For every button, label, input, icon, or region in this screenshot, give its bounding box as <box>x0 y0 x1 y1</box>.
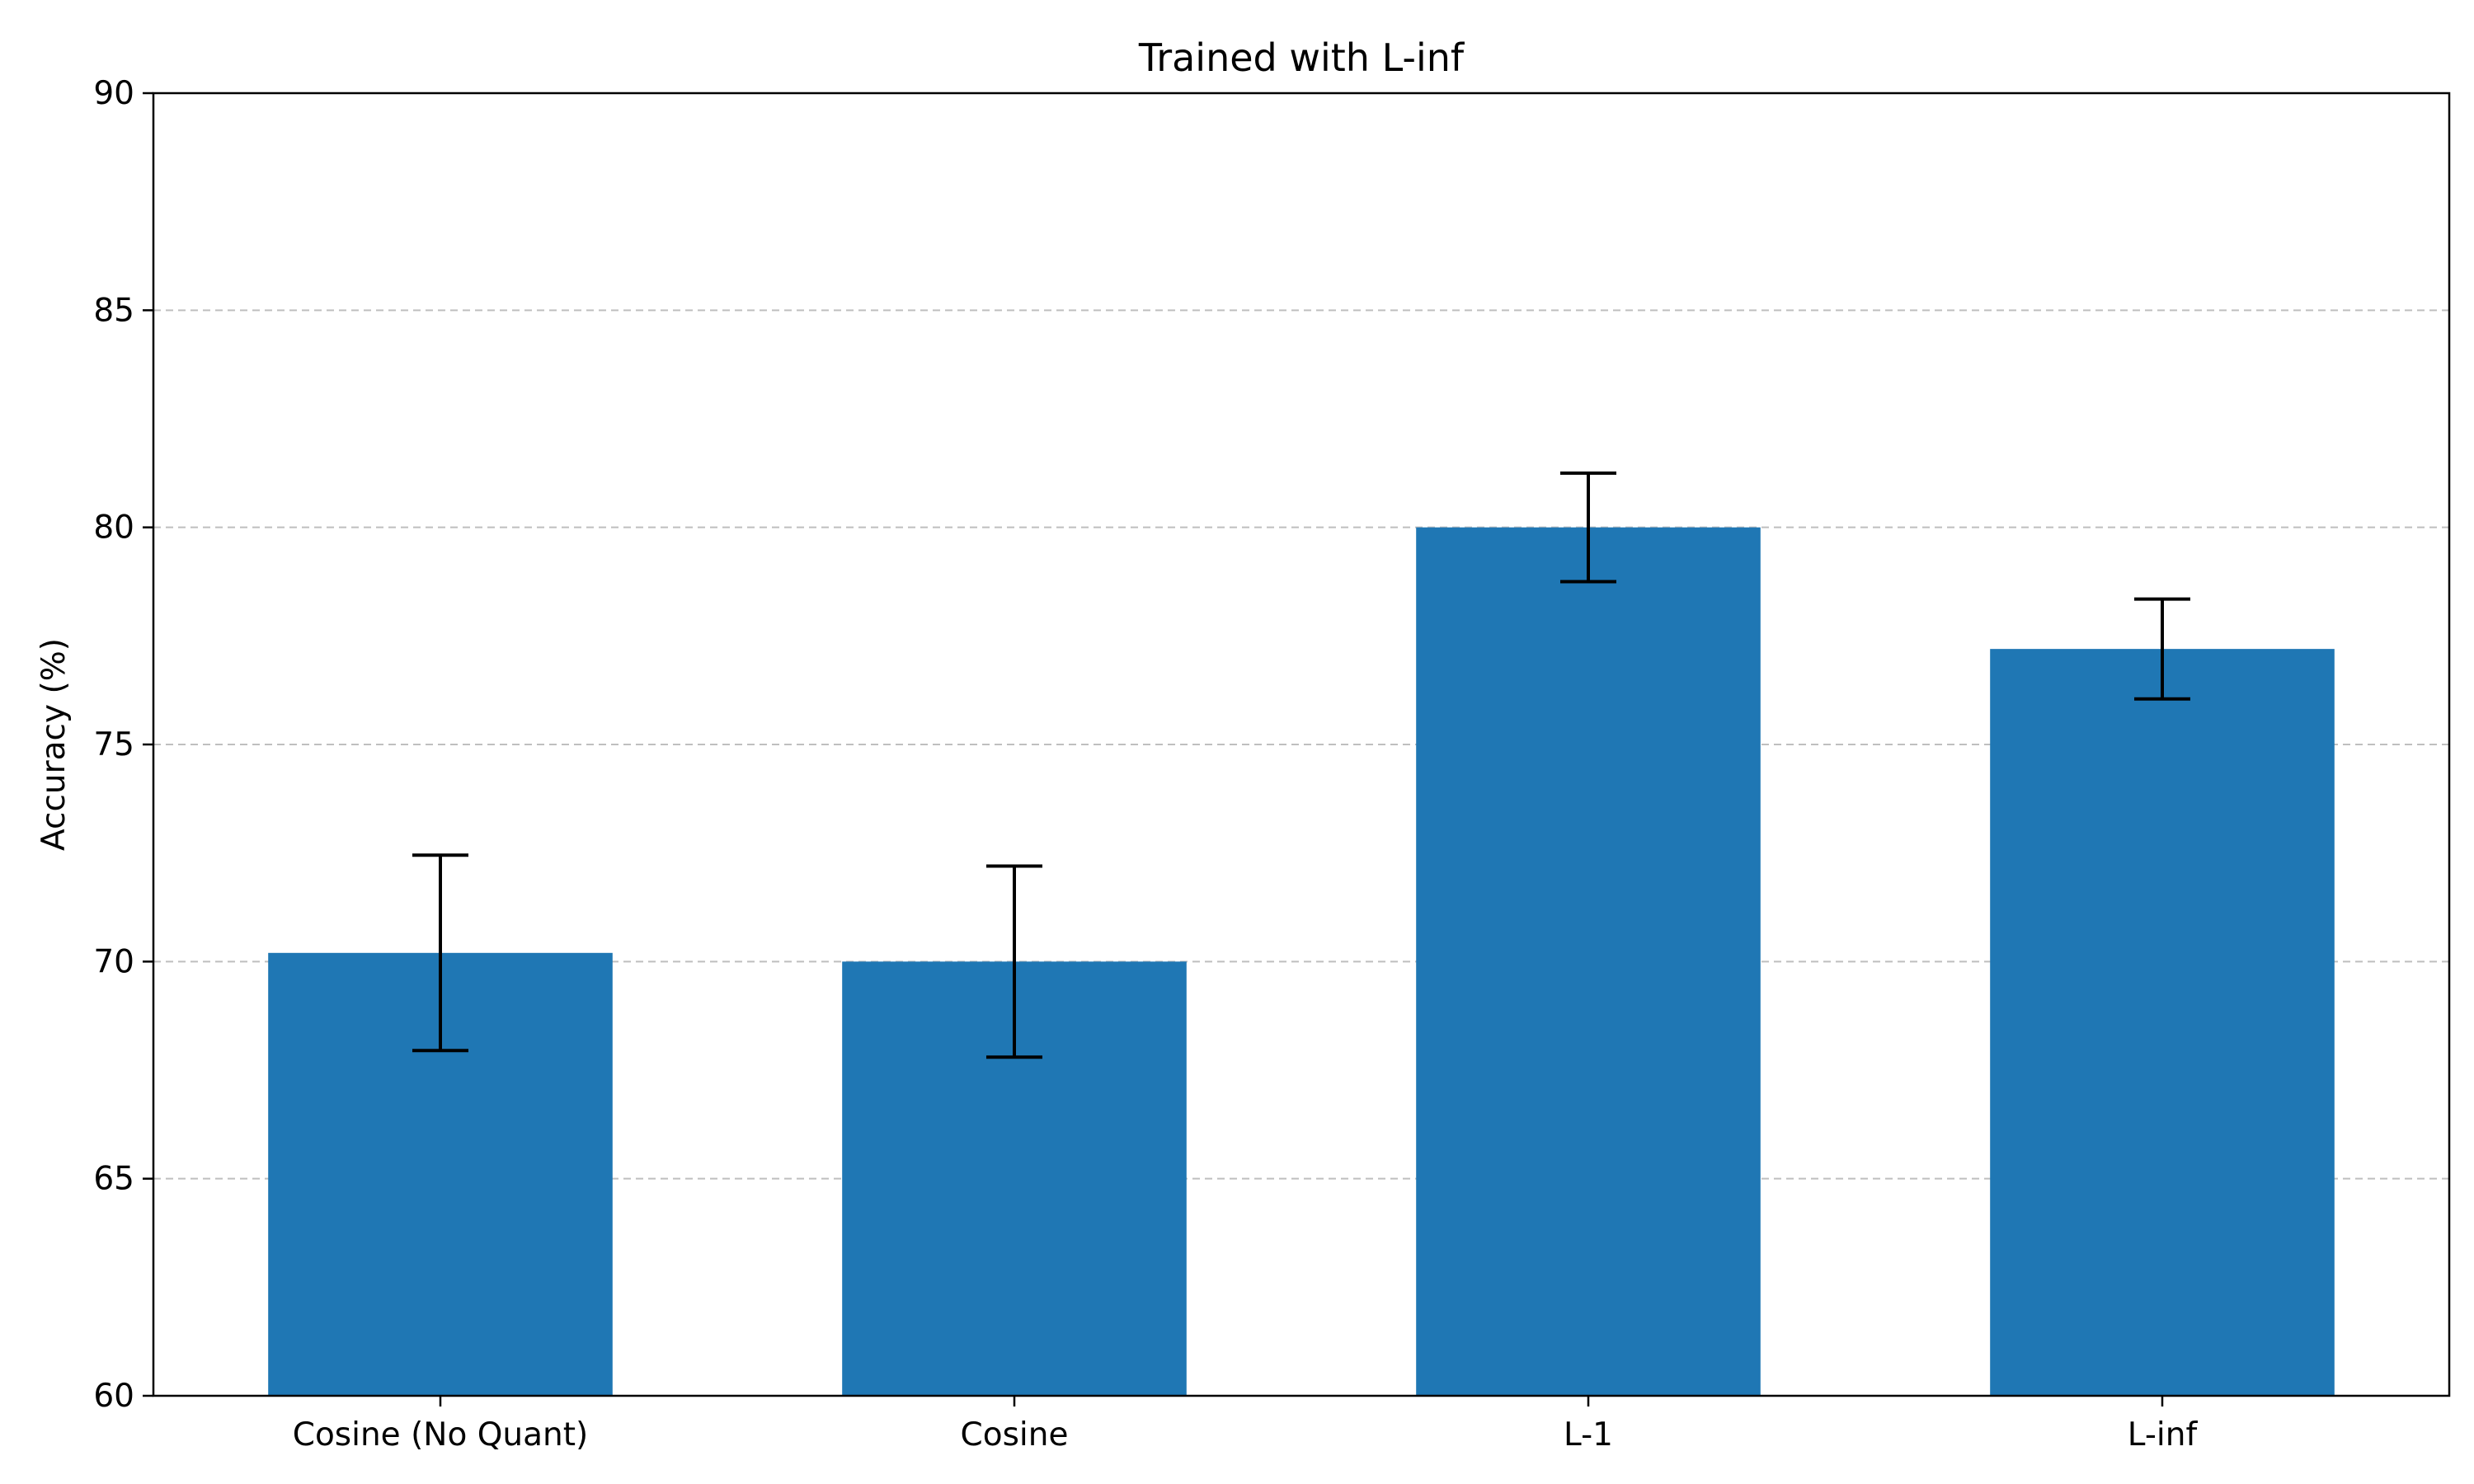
chart-title: Trained with L-inf <box>1138 35 1465 80</box>
bars <box>268 527 2335 1396</box>
x-axis: Cosine (No Quant) Cosine L-1 L-inf <box>293 1396 2199 1453</box>
error-bar <box>1560 471 1616 584</box>
y-tick-label: 90 <box>93 75 134 112</box>
y-tick-label: 75 <box>93 726 134 763</box>
y-tick-label: 80 <box>93 510 134 547</box>
bar <box>1990 649 2335 1396</box>
x-tick-label: Cosine (No Quant) <box>293 1416 589 1453</box>
y-tick-label: 70 <box>93 943 134 980</box>
y-tick-label: 65 <box>93 1161 134 1198</box>
error-bar <box>986 864 1042 1059</box>
error-bar <box>2134 597 2190 701</box>
y-axis-label: Accuracy (%) <box>35 638 73 851</box>
bar <box>1416 527 1761 1396</box>
x-tick-label: L-1 <box>1564 1416 1613 1453</box>
x-tick-label: Cosine <box>961 1416 1069 1453</box>
y-tick-label: 85 <box>93 292 134 329</box>
error-bar <box>412 853 468 1053</box>
error-bars <box>412 471 2190 1059</box>
x-tick-label: L-inf <box>2128 1416 2199 1453</box>
y-tick-label: 60 <box>93 1378 134 1415</box>
y-axis: 60 65 70 75 80 85 90 <box>93 75 153 1415</box>
